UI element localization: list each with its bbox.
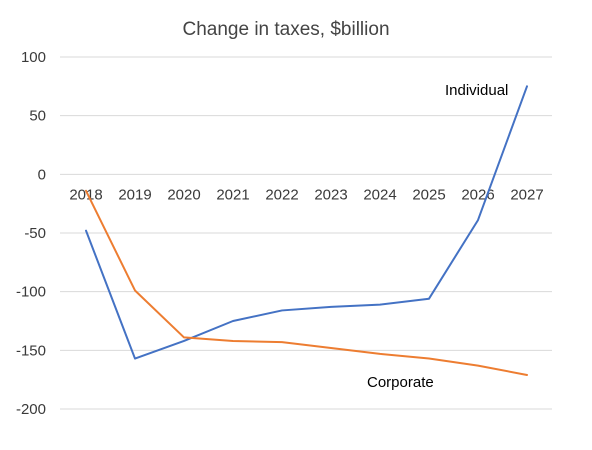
x-tick-label: 2019 (118, 186, 151, 203)
series-line-corporate (85, 189, 528, 376)
y-tick-label: -50 (24, 225, 46, 242)
x-tick-label: 2025 (412, 186, 445, 203)
x-tick-label: 2020 (167, 186, 200, 203)
gridlines (60, 56, 552, 410)
x-tick-label: 2021 (216, 186, 249, 203)
x-axis-ticks: 2018 2019 2020 2021 2022 2023 2024 2025 2026 2027 (69, 186, 543, 203)
series-line-individual (85, 85, 528, 360)
x-tick-label: 2022 (265, 186, 298, 203)
series-label-individual: Individual (445, 82, 508, 99)
x-tick-label: 2024 (363, 186, 396, 203)
series-label-corporate: Corporate (367, 374, 434, 391)
x-tick-label: 2018 (69, 186, 102, 203)
y-tick-label: 0 (38, 166, 46, 183)
x-tick-label: 2027 (510, 186, 543, 203)
x-tick-label: 2023 (314, 186, 347, 203)
y-tick-label: 50 (29, 108, 46, 125)
y-tick-label: -200 (16, 401, 46, 418)
y-tick-label: -100 (16, 284, 46, 301)
chart-title: Change in taxes, $billion (182, 19, 389, 40)
y-axis-ticks: 100 50 0 -50 -100 -150 -200 (16, 49, 46, 418)
series-lines (85, 85, 528, 376)
series-labels: Individual Corporate (367, 82, 508, 391)
y-tick-label: -150 (16, 342, 46, 359)
y-tick-label: 100 (21, 49, 46, 66)
